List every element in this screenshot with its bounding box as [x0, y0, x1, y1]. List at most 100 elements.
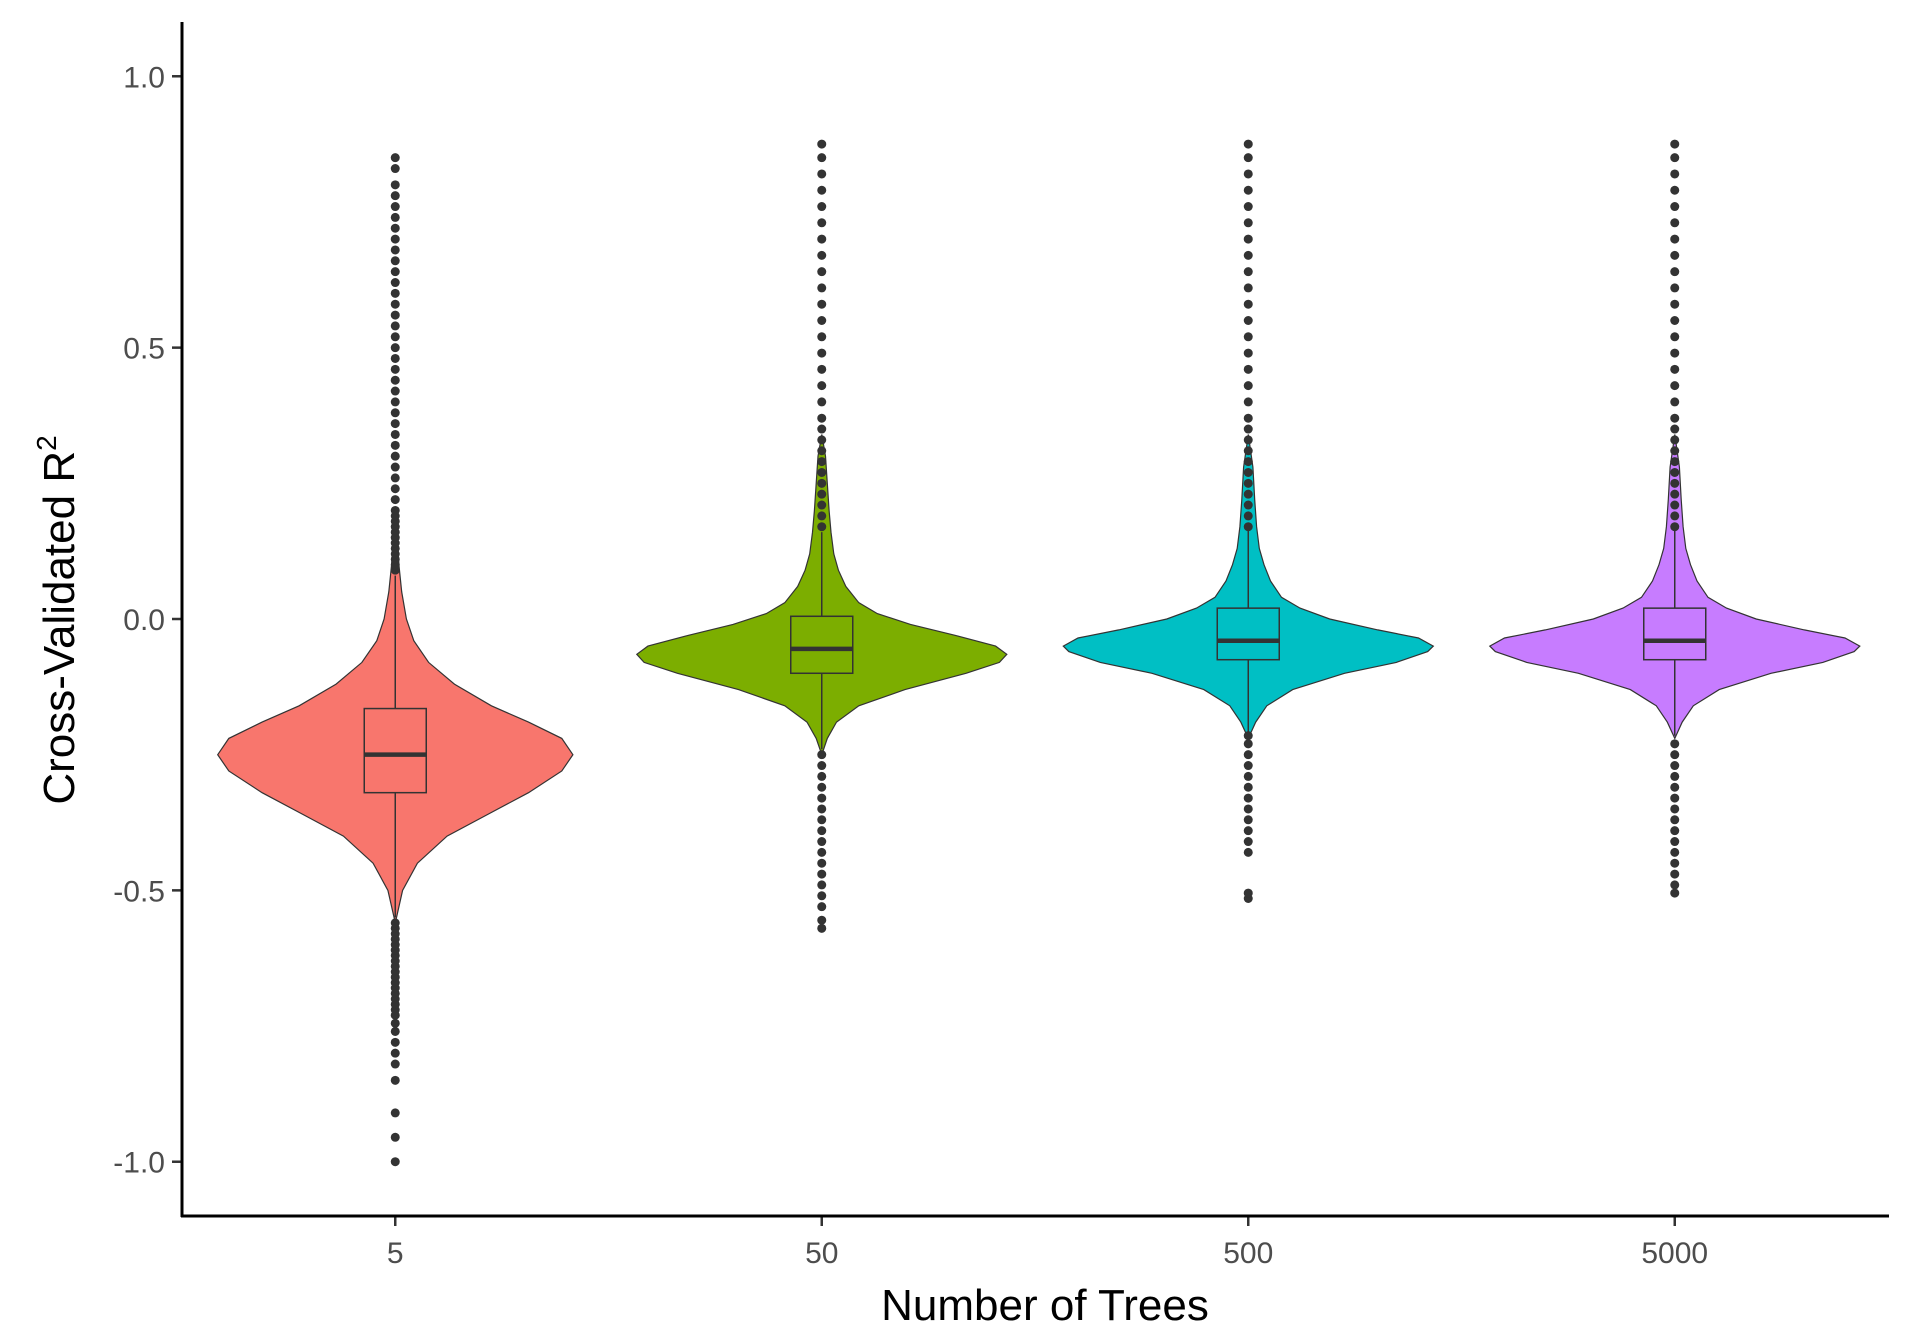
outlier-point [390, 364, 400, 374]
y-tick-label: 1.0 [123, 61, 165, 94]
outlier-point [1670, 858, 1680, 868]
outlier-point [817, 316, 827, 325]
y-axis-ticks: -1.0 -0.5 0.0 0.5 1.0 [113, 61, 182, 1180]
outlier-point [1243, 750, 1253, 760]
outlier-point [817, 522, 827, 532]
outlier-point [817, 435, 827, 445]
outlier-point [390, 1108, 400, 1118]
outlier-point [390, 505, 400, 515]
outlier-point [1243, 847, 1253, 857]
outlier-point [1670, 397, 1680, 407]
outlier-point [1670, 837, 1680, 847]
outlier-point [1243, 267, 1253, 277]
x-axis-title: Number of Trees [881, 1281, 1209, 1330]
outlier-point [1243, 446, 1253, 456]
outlier-point [1670, 522, 1680, 532]
outlier-point [817, 267, 827, 277]
outlier-point [390, 408, 400, 418]
outlier-point [390, 1048, 400, 1058]
y-tick-label: -0.5 [113, 875, 165, 908]
outlier-point [390, 451, 400, 461]
x-tick-label: 50 [805, 1237, 838, 1270]
outlier-point [817, 815, 827, 825]
outlier-point [1243, 804, 1253, 814]
outlier-point [817, 250, 827, 260]
outlier-point [817, 364, 827, 374]
outlier-point [1670, 413, 1680, 423]
outlier-point [390, 1037, 400, 1047]
outlier-point [390, 1026, 400, 1036]
outlier-point [817, 847, 827, 857]
outlier-point [817, 880, 827, 890]
outlier-point [817, 381, 827, 391]
outlier-point [817, 837, 827, 847]
outlier-point [1243, 826, 1253, 836]
outlier-point [1243, 234, 1253, 244]
outlier-point [390, 462, 400, 472]
outlier-point [390, 278, 400, 288]
outlier-point [390, 202, 400, 212]
outlier-point [1670, 267, 1680, 277]
y-axis-title-superscript: 2 [31, 435, 62, 451]
outlier-point [1243, 169, 1253, 179]
outlier-point [1243, 467, 1253, 477]
boxplots [363, 529, 1707, 918]
outlier-point [817, 478, 827, 488]
outlier-point [390, 353, 400, 363]
outlier-point [1243, 815, 1253, 825]
outlier-point [1243, 793, 1253, 803]
outlier-point [817, 500, 827, 510]
outlier-points [390, 139, 1680, 1167]
outlier-point [390, 223, 400, 233]
outlier-point [1670, 888, 1680, 898]
outlier-point [1670, 771, 1680, 781]
outlier-point [1670, 381, 1680, 391]
outlier-point [1670, 348, 1680, 358]
outlier-point [390, 288, 400, 298]
outlier-point [1670, 332, 1680, 342]
outlier-point [390, 473, 400, 483]
outlier-point [1243, 888, 1253, 898]
outlier-point [390, 429, 400, 439]
outlier-point [1670, 218, 1680, 228]
outlier-point [390, 234, 400, 244]
outlier-point [1243, 424, 1253, 434]
outlier-point [817, 397, 827, 407]
outlier-point [1243, 771, 1253, 781]
outlier-point [1243, 511, 1253, 521]
outlier-point [390, 267, 400, 277]
outlier-point [1670, 815, 1680, 825]
violins [216, 434, 1861, 924]
outlier-point [1670, 761, 1680, 771]
outlier-point [817, 446, 827, 456]
outlier-point [390, 440, 400, 450]
outlier-point [817, 332, 827, 342]
outlier-point [390, 164, 400, 174]
outlier-point [390, 245, 400, 255]
y-tick-label: 0.0 [123, 604, 165, 637]
outlier-point [817, 139, 827, 149]
outlier-point [817, 348, 827, 358]
outlier-point [390, 1132, 400, 1142]
outlier-point [817, 804, 827, 814]
outlier-point [1243, 435, 1253, 445]
outlier-point [817, 511, 827, 521]
outlier-point [1670, 424, 1680, 434]
outlier-point [817, 424, 827, 434]
outlier-point [1243, 202, 1253, 212]
outlier-point [817, 153, 827, 163]
outlier-point [390, 343, 400, 353]
outlier-point [1243, 761, 1253, 771]
outlier-point [1670, 139, 1680, 149]
outlier-point [817, 858, 827, 868]
outlier-point [1243, 139, 1253, 149]
outlier-point [390, 153, 400, 163]
outlier-point [390, 212, 400, 222]
outlier-point [390, 321, 400, 331]
outlier-point [390, 918, 400, 928]
outlier-point [1670, 283, 1680, 293]
outlier-point [1243, 316, 1253, 325]
outlier-point [817, 750, 827, 760]
outlier-point [1670, 467, 1680, 477]
